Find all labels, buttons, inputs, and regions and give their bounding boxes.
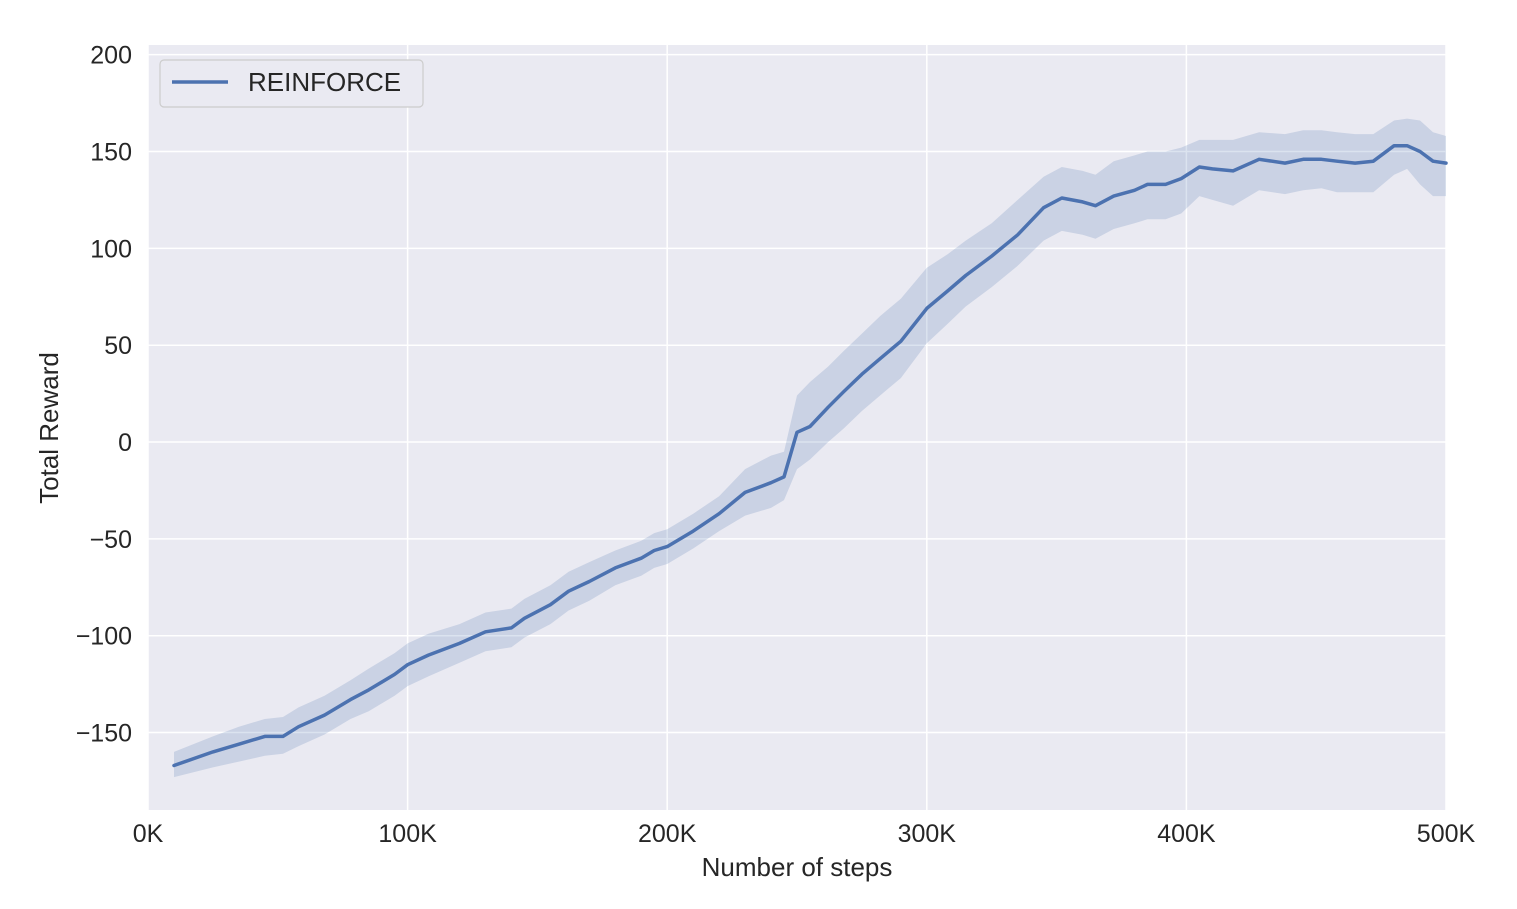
y-tick-label: 50	[104, 332, 132, 360]
x-tick-label: 200K	[638, 820, 697, 848]
y-tick-label: −150	[76, 720, 132, 748]
x-axis-label: Number of steps	[702, 852, 893, 882]
y-axis-label: Total Reward	[34, 352, 64, 504]
x-tick-label: 500K	[1417, 820, 1476, 848]
x-tick-label: 400K	[1157, 820, 1216, 848]
confidence-band	[174, 118, 1446, 778]
y-tick-label: 0	[118, 429, 132, 457]
x-tick-label: 100K	[378, 820, 437, 848]
x-tick-label: 0K	[133, 820, 164, 848]
y-tick-label: 150	[90, 139, 132, 167]
series-band	[174, 118, 1446, 778]
legend-label-reinforce: REINFORCE	[248, 67, 401, 97]
legend: REINFORCE	[159, 59, 424, 108]
y-tick-label: 100	[90, 235, 132, 263]
y-tick-label: 200	[90, 42, 132, 70]
y-tick-labels: −150 −100 −50 0 50 100 150 200	[76, 42, 132, 748]
series-line	[172, 143, 1448, 768]
series-lines	[172, 143, 1448, 768]
x-tick-labels: 0K 100K 200K 300K 400K 500K	[133, 820, 1476, 848]
x-tick-label: 300K	[898, 820, 957, 848]
y-tick-label: −100	[76, 623, 132, 651]
legend-box	[159, 59, 424, 108]
y-tick-label: −50	[90, 526, 132, 554]
plot-area	[148, 45, 1446, 810]
grid-lines	[147, 45, 1447, 810]
